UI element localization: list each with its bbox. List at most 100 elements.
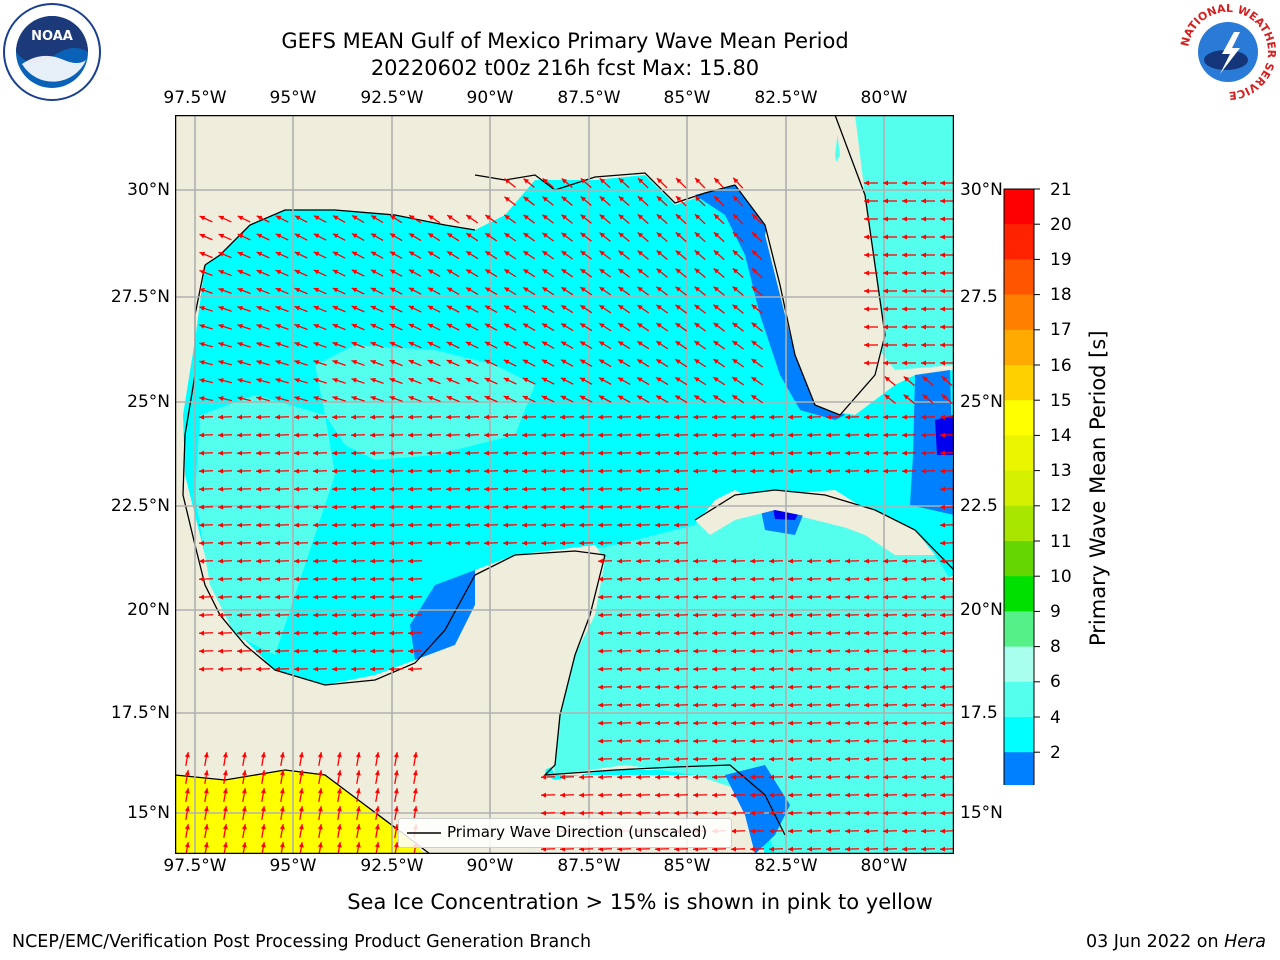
wave-arrow [236,486,252,492]
wave-arrow [902,180,916,186]
wave-arrow [389,323,403,331]
wave-arrow [616,630,632,636]
wave-arrow [350,414,366,420]
wave-arrow [255,540,271,546]
wave-arrow [389,359,403,367]
wave-arrow [331,486,347,492]
wave-arrow [806,756,822,762]
wave-arrow [275,360,289,366]
wave-arrow [388,612,404,618]
wave-arrow [654,468,670,474]
wave-arrow [673,792,689,798]
legend-line-icon [407,832,441,834]
wave-arrow [203,769,209,785]
wave-arrow [255,468,271,474]
wave-arrow [732,304,744,314]
wave-arrow [351,287,365,295]
wave-arrow [580,214,592,224]
wave-arrow [901,666,917,672]
wave-arrow [374,787,380,803]
wave-arrow [293,558,309,564]
colorbar-segment [1004,329,1034,366]
wave-arrow [279,769,285,785]
wave-arrow [939,630,954,636]
wave-arrow [237,233,251,241]
wave-arrow [863,666,879,672]
wave-arrow [940,270,954,276]
wave-arrow [260,769,266,785]
wave-arrow [389,287,403,295]
wave-arrow [298,787,304,803]
lat-label: 20°N [960,600,1003,620]
wave-arrow [427,305,441,313]
wave-arrow [692,612,708,618]
wave-arrow [256,360,270,366]
wave-arrow [920,576,936,582]
wave-arrow [217,414,233,420]
wave-arrow [616,666,632,672]
wave-arrow [446,268,460,278]
wave-arrow [203,823,209,839]
wave-arrow [730,810,746,816]
wave-arrow [521,486,537,492]
wave-arrow [351,251,365,259]
wave-arrow [656,286,668,296]
wave-arrow [730,774,746,780]
wave-arrow [675,195,687,207]
wave-arrow [675,249,687,261]
wave-arrow [332,287,346,295]
wave-arrow [503,250,517,260]
wave-arrow [883,324,897,330]
wave-arrow [388,504,404,510]
wave-arrow [408,232,422,242]
wave-arrow [336,769,342,785]
wave-arrow [825,702,841,708]
wave-arrow [616,648,632,654]
wave-arrow [712,376,726,386]
wave-arrow [256,233,270,241]
wave-arrow [768,414,784,420]
wave-arrow [673,666,689,672]
wave-arrow [940,252,954,258]
wave-arrow [427,359,441,367]
wave-arrow [256,396,270,402]
wave-arrow [654,702,670,708]
wave-arrow [274,486,290,492]
wave-arrow [825,774,841,780]
wave-arrow [522,322,536,332]
wave-arrow [541,286,555,296]
wave-arrow [940,360,954,366]
wave-arrow [693,340,707,350]
wave-arrow [427,395,441,403]
wave-arrow [540,414,556,420]
wave-arrow [882,756,898,762]
wave-arrow [540,810,556,816]
wave-arrow [637,250,649,260]
wave-arrow [464,468,480,474]
wave-arrow [350,450,366,456]
wave-arrow [712,394,726,404]
wave-arrow [331,540,347,546]
wave-arrow [692,414,708,420]
wave-arrow [635,486,651,492]
wave-arrow [521,522,537,528]
wave-arrow [844,414,860,420]
wave-arrow [882,810,898,816]
wave-arrow [730,666,746,672]
wave-arrow [217,594,233,600]
wave-arrow [901,432,917,438]
wave-arrow [426,450,442,456]
wave-arrow [560,377,574,385]
wave-arrow [332,251,346,259]
wave-arrow [370,395,384,402]
lat-label: 17.5°N [110,703,170,723]
wave-arrow [749,792,765,798]
wave-arrow [255,432,271,438]
yellow-region [175,770,425,854]
wave-arrow [844,792,860,798]
wave-arrow [294,305,308,313]
wave-arrow [768,774,784,780]
wave-arrow [294,287,308,295]
wave-arrow [559,414,575,420]
wave-arrow [294,341,308,348]
